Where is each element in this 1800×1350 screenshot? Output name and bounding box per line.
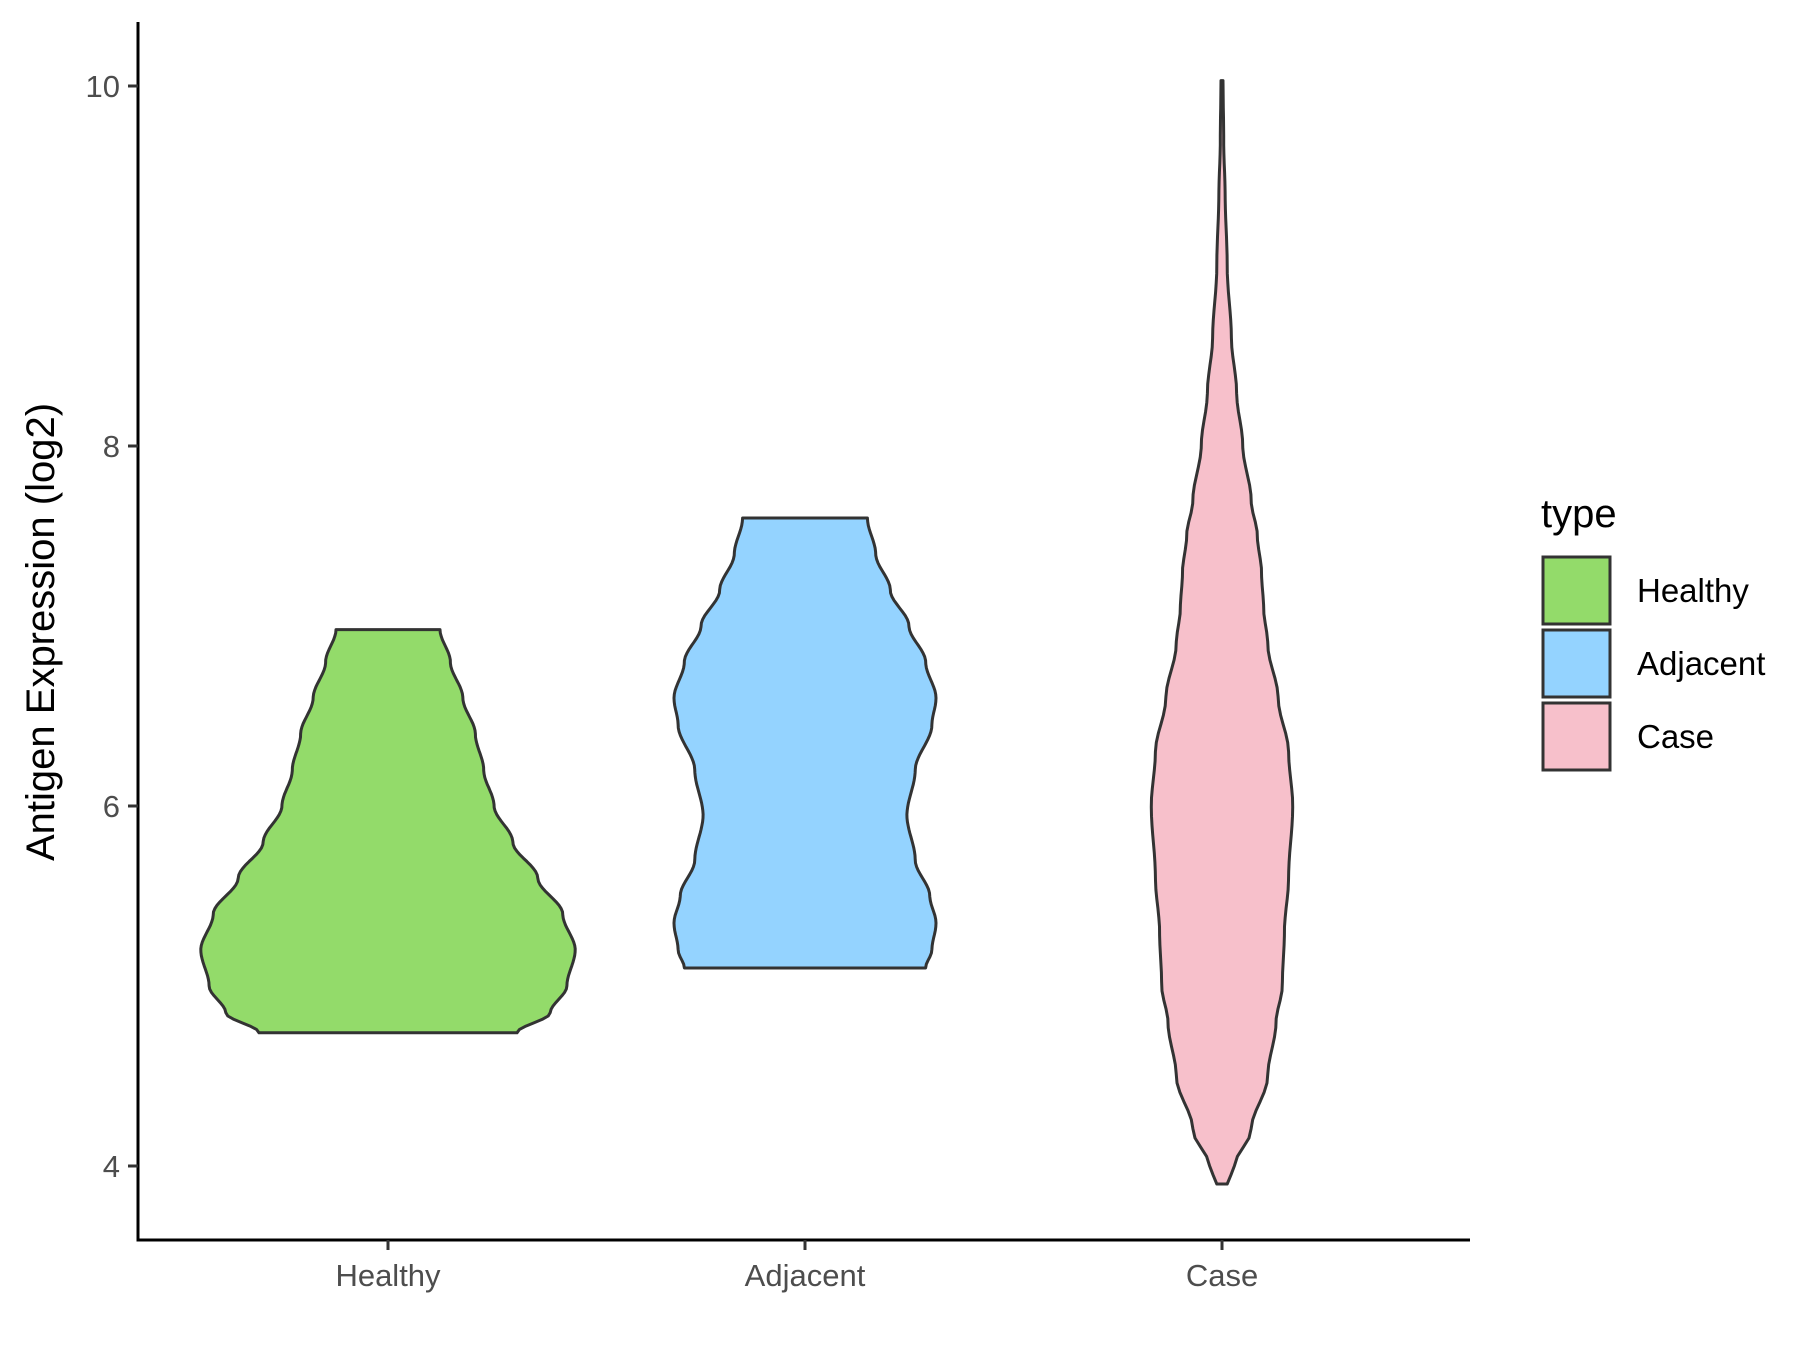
x-tick-label: Healthy [335, 1258, 441, 1293]
legend-label-healthy: Healthy [1637, 572, 1749, 609]
legend-swatch-adjacent [1541, 628, 1612, 699]
y-tick-label: 4 [103, 1149, 120, 1184]
legend-label-case: Case [1637, 718, 1714, 755]
legend-title: type [1541, 492, 1617, 536]
y-tick-label: 8 [103, 429, 120, 464]
legend-swatch-case [1541, 701, 1612, 772]
y-ticks: 4 6 8 10 [86, 69, 138, 1184]
violins-layer [199, 79, 1295, 1186]
x-ticks: Healthy Adjacent Case [335, 1240, 1258, 1293]
violin-case [1149, 79, 1295, 1186]
legend-swatch-healthy [1541, 555, 1612, 626]
violin-healthy [199, 628, 577, 1035]
legend: type Healthy Adjacent Case [1541, 492, 1765, 772]
x-tick-label: Case [1186, 1258, 1258, 1293]
y-axis-title: Antigen Expression (log2) [19, 403, 63, 861]
legend-label-adjacent: Adjacent [1637, 645, 1765, 682]
x-tick-label: Adjacent [745, 1258, 866, 1293]
violin-adjacent [672, 516, 938, 970]
y-tick-label: 6 [103, 789, 120, 824]
y-tick-label: 10 [86, 69, 120, 104]
